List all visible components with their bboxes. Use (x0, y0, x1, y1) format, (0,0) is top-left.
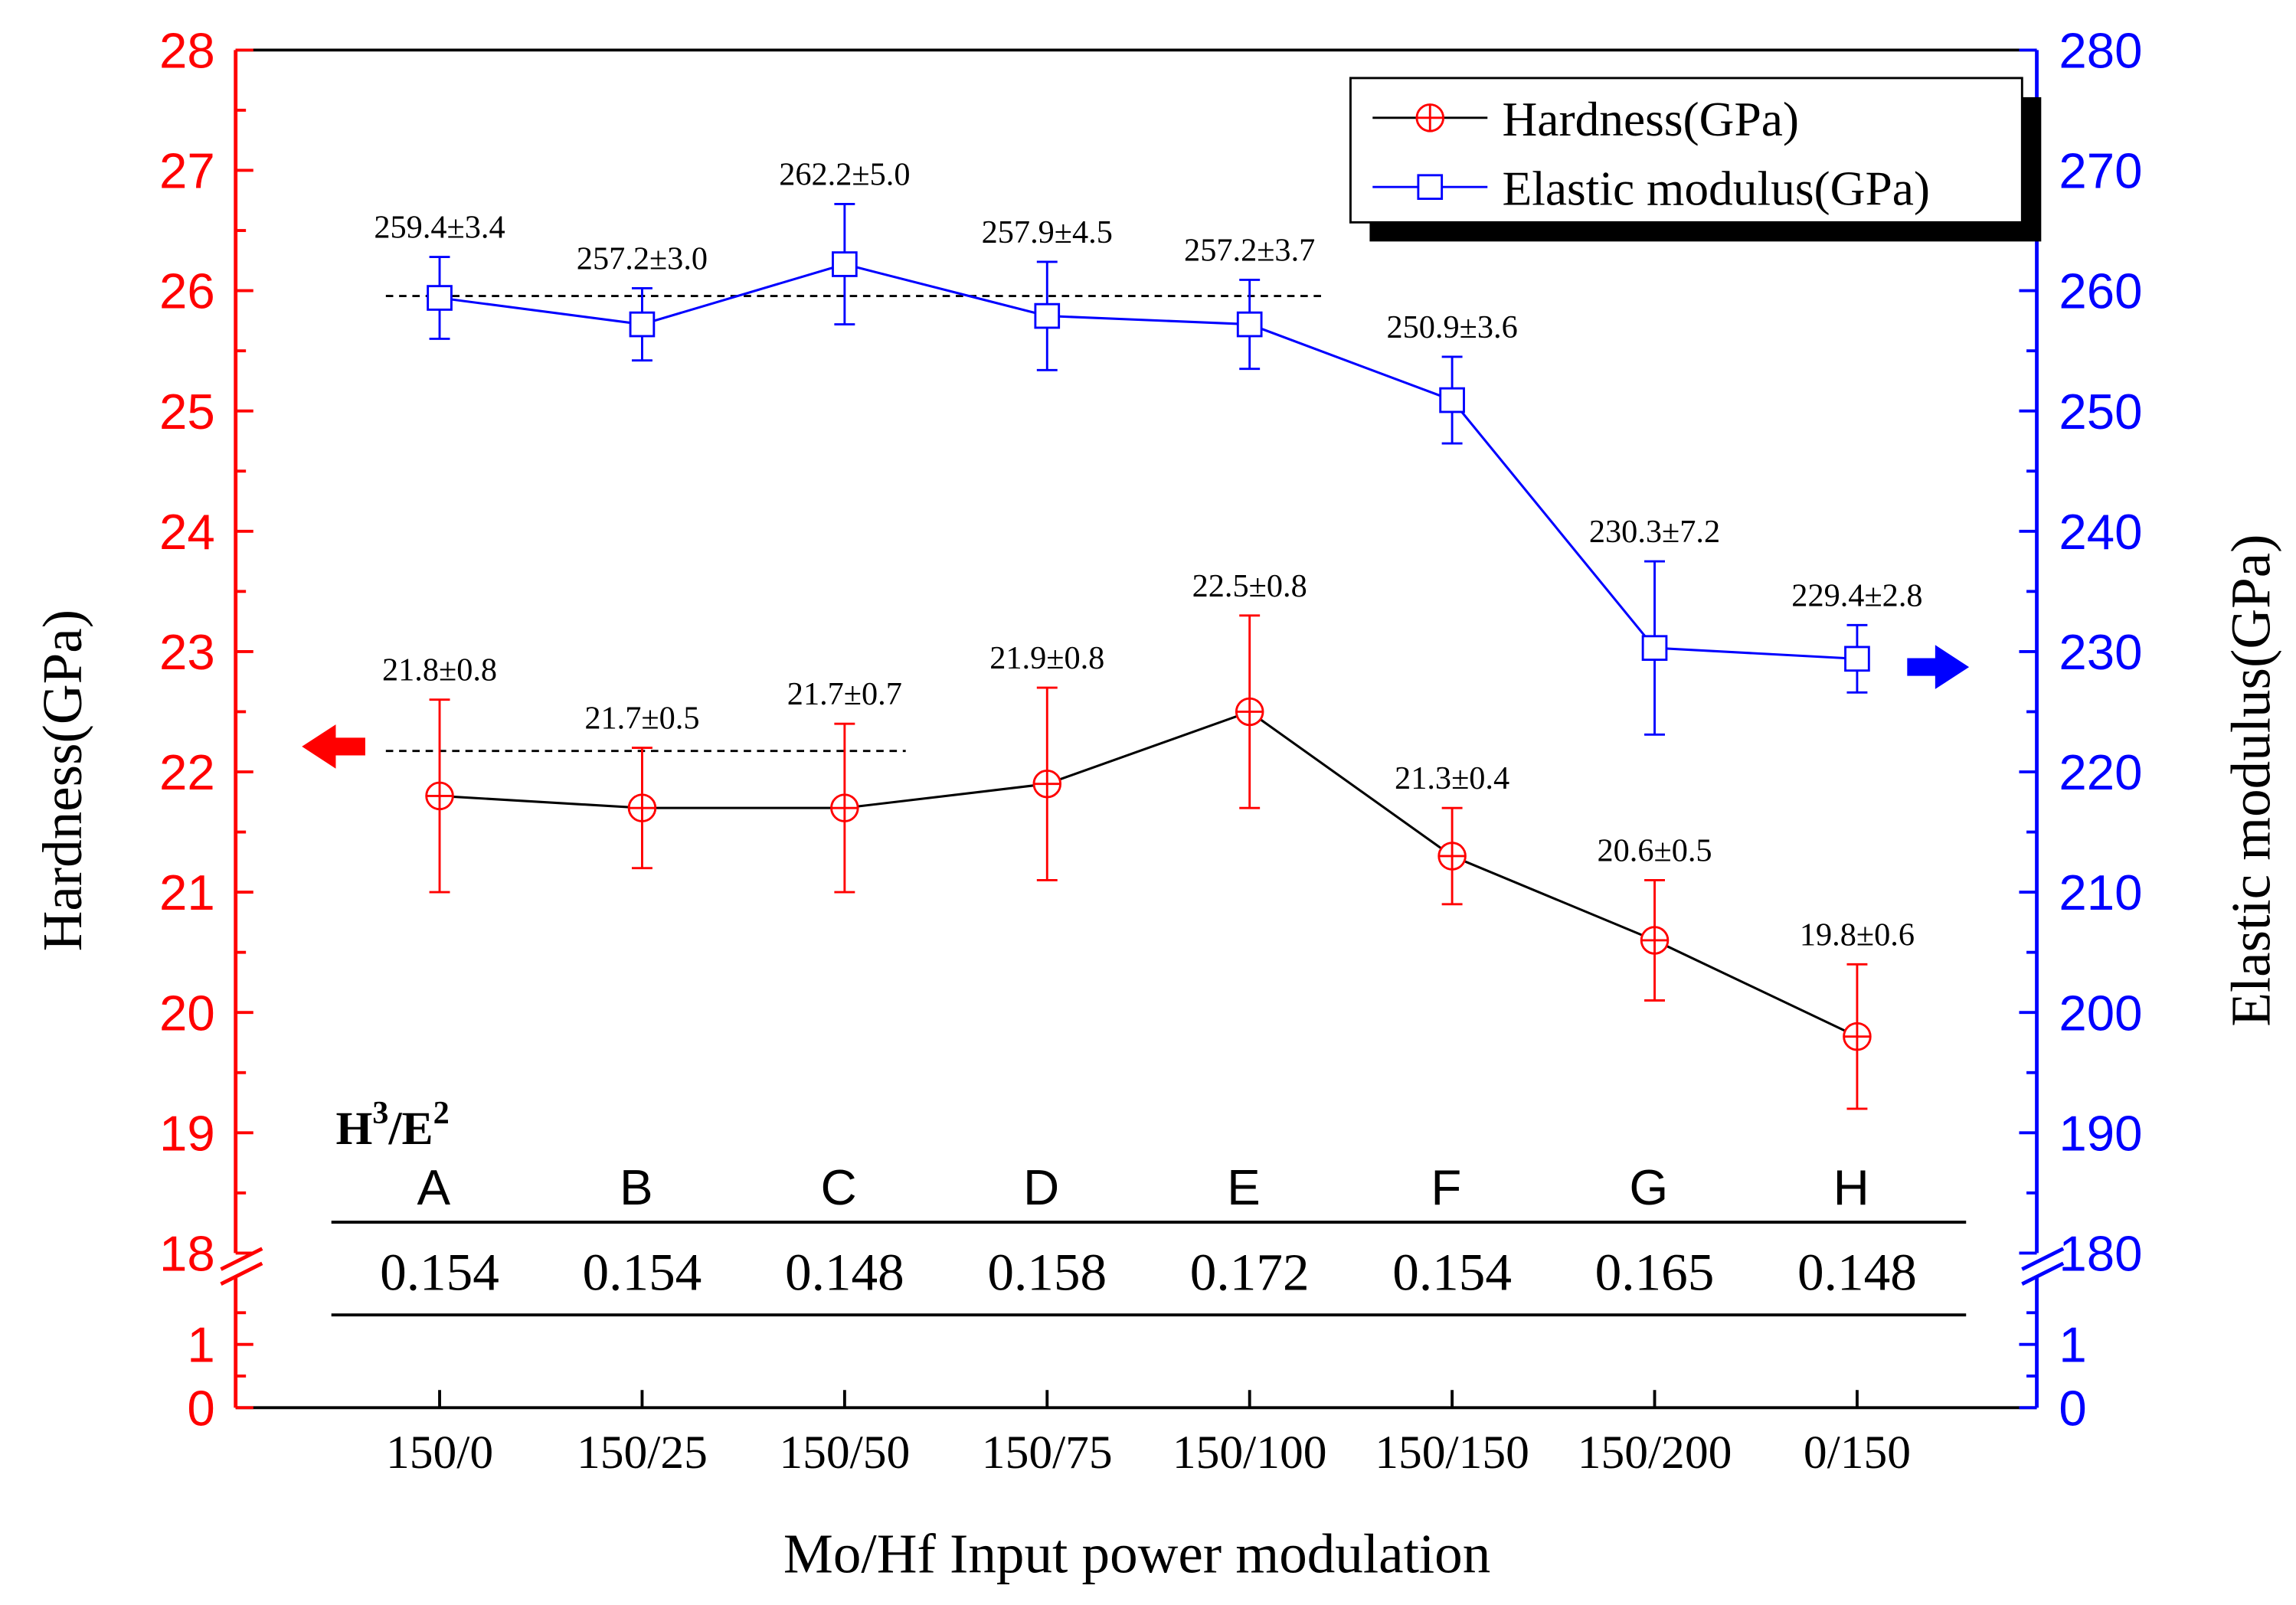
data-point (1844, 646, 1870, 672)
right-axis-break-mark-1 (2021, 1247, 2065, 1271)
right-tick-label: 210 (2059, 865, 2142, 920)
right-tick-label: 180 (2059, 1225, 2142, 1281)
table-value-cell: 0.158 (987, 1242, 1107, 1301)
data-label: 20.6±0.5 (1597, 832, 1712, 868)
table-value-cell: 0.148 (1797, 1242, 1917, 1301)
left-tick-label: 20 (159, 985, 215, 1041)
data-label: 21.8±0.8 (382, 652, 497, 688)
table-header-cell: D (1023, 1159, 1059, 1215)
h3-e2-table: H3/E2 A B C D E F G H 0.154 0.154 0.148 0.158 0.172 0… (331, 1095, 1967, 1317)
left-tick-label: 28 (159, 22, 215, 78)
right-tick-label: 280 (2059, 22, 2142, 78)
right-tick-label: 250 (2059, 384, 2142, 440)
data-point (1034, 302, 1061, 329)
x-tick-label: 150/75 (982, 1427, 1113, 1479)
series-hardness: 21.8±0.8 21.7±0.5 21.7±0.7 21.9±0.8 22.5±0.8… (382, 568, 1915, 1110)
right-tick-label: 240 (2059, 504, 2142, 560)
x-tick-label: 150/25 (577, 1427, 708, 1479)
left-tick-label: 22 (159, 744, 215, 800)
right-axis-break-mark-2 (2021, 1261, 2065, 1286)
table-title: H3/E2 (335, 1095, 449, 1155)
series-line (439, 710, 1858, 1038)
left-axis-break-mark-1 (220, 1247, 263, 1271)
table-header-cell: H (1833, 1159, 1869, 1215)
series-line (439, 263, 1858, 660)
data-label: 257.2±3.0 (577, 240, 708, 276)
table-header-cell: E (1227, 1159, 1261, 1215)
table-value-cell: 0.154 (1392, 1242, 1512, 1301)
x-tick-label: 150/0 (386, 1427, 493, 1479)
x-tick-label: 0/150 (1804, 1427, 1911, 1479)
x-axis-ticks: 150/0 150/25 150/50 150/75 150/100 150/150 150… (386, 1390, 1911, 1479)
table-header-cell: C (821, 1159, 857, 1215)
table-header-cell: B (620, 1159, 653, 1215)
data-label: 21.7±0.5 (584, 701, 699, 737)
series-elastic-modulus: 259.4±3.4 257.2±3.0 262.2±5.0 257.9±4.5 257.… (374, 156, 1923, 736)
data-point (1236, 311, 1263, 338)
left-tick-label: 25 (159, 384, 215, 440)
left-break-tick-label: 0 (187, 1380, 214, 1436)
data-label: 21.7±0.7 (787, 676, 902, 712)
table-value-cell: 0.154 (380, 1242, 499, 1301)
left-axis-ticks: 18 19 20 21 22 23 24 25 26 27 28 0 1 (159, 22, 253, 1436)
data-point (1641, 635, 1668, 662)
x-tick-label: 150/200 (1578, 1427, 1732, 1479)
left-tick-label: 18 (159, 1225, 215, 1281)
left-tick-label: 21 (159, 865, 215, 920)
data-label: 250.9±3.6 (1386, 309, 1517, 345)
left-tick-label: 26 (159, 263, 215, 319)
data-label: 230.3±7.2 (1589, 514, 1720, 550)
right-tick-label: 200 (2059, 985, 2142, 1041)
x-axis-title: Mo/Hf Input power modulation (783, 1523, 1490, 1585)
legend-modulus-marker (1417, 174, 1444, 201)
left-axis-title: Hardness(GPa) (31, 610, 93, 951)
left-break-tick-label: 1 (187, 1317, 214, 1373)
left-tick-label: 19 (159, 1105, 215, 1161)
right-axis-title: Elastic modulus(GPa) (2219, 534, 2281, 1027)
table-header-cell: F (1431, 1159, 1461, 1215)
data-label: 22.5±0.8 (1192, 568, 1307, 604)
x-tick-label: 150/100 (1173, 1427, 1327, 1479)
right-axis-ticks: 180 190 200 210 220 230 240 250 260 270 280 0 1 (2019, 22, 2142, 1436)
left-axis-break-mark-2 (220, 1261, 263, 1286)
x-tick-label: 150/50 (779, 1427, 910, 1479)
table-header-cell: G (1629, 1159, 1668, 1215)
data-label: 257.9±4.5 (982, 214, 1113, 250)
right-tick-label: 190 (2059, 1105, 2142, 1161)
table-value-cell: 0.148 (785, 1242, 904, 1301)
right-tick-label: 270 (2059, 143, 2142, 199)
left-tick-label: 23 (159, 624, 215, 680)
data-label: 259.4±3.4 (374, 210, 505, 246)
table-value-cell: 0.165 (1595, 1242, 1715, 1301)
data-label: 21.9±0.8 (989, 640, 1104, 676)
right-tick-label: 220 (2059, 744, 2142, 800)
x-tick-label: 150/150 (1375, 1427, 1529, 1479)
legend-hardness-label: Hardness(GPa) (1502, 92, 1799, 146)
right-break-tick-label: 1 (2059, 1317, 2086, 1373)
left-axis-arrow-icon (302, 724, 365, 769)
table-value-cell: 0.172 (1190, 1242, 1310, 1301)
table-value-cell: 0.154 (583, 1242, 702, 1301)
data-label: 229.4±2.8 (1791, 577, 1922, 613)
data-point (629, 311, 656, 338)
data-label: 19.8±0.6 (1800, 917, 1915, 953)
data-point (427, 285, 453, 311)
right-tick-label: 230 (2059, 624, 2142, 680)
left-tick-label: 24 (159, 504, 215, 560)
right-break-tick-label: 0 (2059, 1380, 2086, 1436)
right-tick-label: 260 (2059, 263, 2142, 319)
legend: Hardness(GPa) Elastic modulus(GPa) (1349, 77, 2042, 242)
legend-box (1349, 77, 2023, 224)
data-label: 257.2±3.7 (1184, 232, 1315, 268)
data-label: 262.2±5.0 (779, 156, 910, 192)
right-axis-arrow-icon (1907, 645, 1970, 689)
data-point (832, 251, 858, 277)
data-point (1439, 387, 1465, 414)
data-label: 21.3±0.4 (1395, 760, 1509, 796)
left-tick-label: 27 (159, 143, 215, 199)
legend-modulus-label: Elastic modulus(GPa) (1502, 161, 1930, 215)
table-header-cell: A (417, 1159, 451, 1215)
